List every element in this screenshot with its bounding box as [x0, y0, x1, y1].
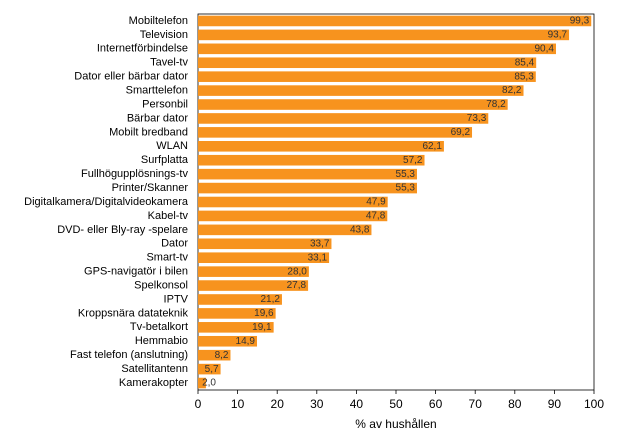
y-tick-label: DVD- eller Bly-ray -spelare	[57, 224, 188, 236]
value-label: 85,3	[514, 71, 534, 82]
bar	[198, 154, 425, 166]
value-label: 47,9	[366, 197, 386, 208]
value-label: 43,8	[350, 224, 370, 235]
value-label: 99,3	[570, 16, 590, 27]
x-axis-title: % av hushållen	[355, 417, 436, 431]
bar	[198, 168, 417, 180]
x-tick-label: 30	[310, 397, 324, 411]
y-tick-label: Smart-tv	[146, 252, 188, 264]
y-tick-label: Kamerakopter	[119, 377, 188, 389]
bar	[198, 57, 537, 69]
value-label: 55,3	[396, 169, 416, 180]
x-tick-label: 100	[584, 397, 604, 411]
x-tick-label: 0	[195, 397, 202, 411]
bar	[198, 141, 444, 152]
bar	[198, 224, 372, 236]
bar	[198, 71, 536, 82]
y-tick-label: Dator	[161, 238, 188, 250]
y-tick-label: Surfplatta	[141, 154, 189, 166]
x-tick-label: 70	[469, 397, 483, 411]
x-tick-label: 90	[548, 397, 562, 411]
y-tick-label: Television	[140, 29, 188, 41]
bar	[198, 113, 489, 124]
bar	[198, 266, 309, 277]
y-tick-label: Bärbar dator	[127, 112, 188, 124]
value-label: 57,2	[403, 155, 423, 166]
bar	[198, 377, 206, 389]
x-tick-label: 40	[350, 397, 364, 411]
bar	[198, 308, 276, 319]
value-label: 33,7	[310, 238, 330, 249]
bar	[198, 363, 221, 375]
value-label: 85,4	[515, 57, 535, 68]
y-tick-label: Hemmabio	[135, 335, 188, 347]
y-tick-label: Satellitantenn	[121, 363, 188, 375]
bar	[198, 99, 508, 110]
x-tick-label: 50	[389, 397, 403, 411]
y-tick-label: Kroppsnära datateknik	[78, 307, 189, 319]
y-tick-label: Smarttelefon	[126, 84, 188, 96]
value-label: 73,3	[467, 113, 487, 124]
bar	[198, 238, 332, 250]
bar	[198, 294, 282, 305]
value-label: 5,7	[205, 364, 219, 375]
bar	[198, 182, 417, 194]
value-label: 33,1	[308, 252, 328, 263]
value-label: 19,6	[254, 308, 274, 319]
value-label: 90,4	[535, 43, 555, 54]
value-label: 14,9	[236, 336, 256, 347]
x-tick-label: 60	[429, 397, 443, 411]
y-tick-label: IPTV	[164, 293, 189, 305]
x-tick-label: 80	[508, 397, 522, 411]
bar	[198, 196, 388, 208]
y-tick-label: Internetförbindelse	[97, 43, 188, 55]
y-tick-label: Digitalkamera/Digitalvideokamera	[24, 196, 189, 208]
y-tick-label: Mobiltelefon	[129, 15, 188, 27]
value-label: 47,8	[366, 211, 386, 222]
value-label: 27,8	[287, 280, 307, 291]
y-tick-label: Spelkonsol	[134, 279, 188, 291]
y-tick-label: Mobilt bredband	[109, 126, 188, 138]
bar	[198, 335, 258, 347]
value-label: 78,2	[486, 99, 506, 110]
x-tick-label: 20	[271, 397, 285, 411]
value-label: 28,0	[287, 266, 307, 277]
value-label: 69,2	[451, 127, 471, 138]
bar	[198, 322, 274, 333]
value-label: 55,3	[396, 183, 416, 194]
y-tick-label: Fast telefon (anslutning)	[70, 349, 188, 361]
bar	[198, 210, 388, 222]
x-tick-label: 10	[231, 397, 245, 411]
bar	[198, 15, 592, 27]
value-label: 21,2	[260, 294, 280, 305]
bar	[198, 127, 473, 138]
bar	[198, 252, 330, 263]
y-tick-label: Kabel-tv	[148, 210, 189, 222]
bar	[198, 43, 556, 55]
y-tick-label: Dator eller bärbar dator	[74, 71, 188, 83]
y-tick-label: Personbil	[142, 98, 188, 110]
value-label: 8,2	[215, 350, 229, 361]
bar	[198, 280, 309, 291]
y-tick-label: Tavel-tv	[150, 57, 188, 69]
bar	[198, 85, 524, 96]
y-tick-label: Tv-betalkort	[130, 321, 188, 333]
bar	[198, 349, 231, 361]
value-label: 93,7	[548, 30, 568, 41]
value-label: 62,1	[422, 141, 442, 152]
y-tick-label: GPS-navigatör i bilen	[84, 266, 188, 278]
bar	[198, 29, 570, 41]
value-label: 2,0	[202, 378, 216, 389]
y-tick-label: Fullhögupplösnings-tv	[81, 168, 189, 180]
value-label: 82,2	[502, 85, 522, 96]
value-label: 19,1	[252, 322, 272, 333]
y-tick-label: WLAN	[156, 140, 188, 152]
y-tick-label: Printer/Skanner	[112, 182, 189, 194]
